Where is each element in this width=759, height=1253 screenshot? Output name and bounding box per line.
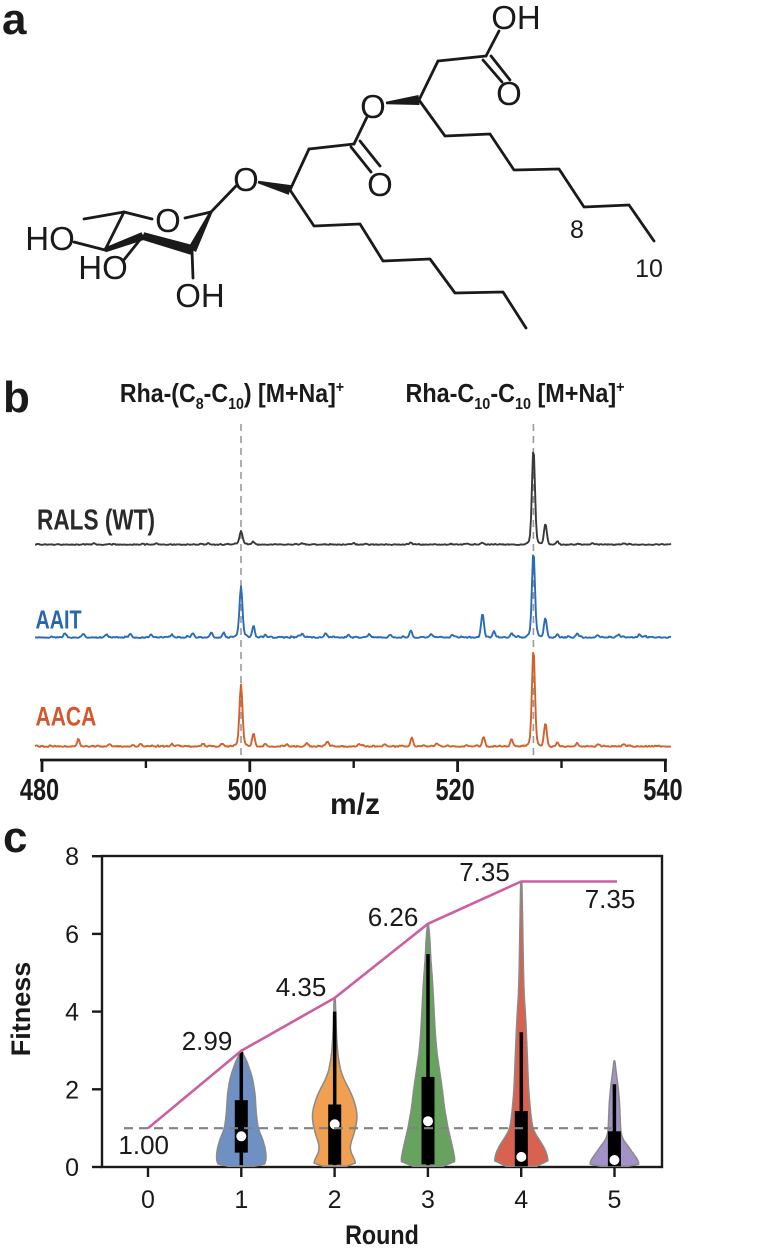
svg-text:540: 540 [643,772,682,807]
svg-text:HO: HO [78,249,128,286]
svg-text:3: 3 [421,1186,435,1214]
svg-text:OH: OH [175,277,225,314]
svg-text:7.35: 7.35 [585,884,636,914]
svg-text:10: 10 [635,255,663,283]
svg-text:0: 0 [65,1154,79,1182]
svg-text:6.26: 6.26 [368,902,419,932]
svg-text:1: 1 [234,1186,248,1214]
svg-text:Fitness: Fitness [6,962,36,1057]
svg-text:6: 6 [65,921,79,949]
svg-text:O: O [360,88,386,125]
svg-text:m/z: m/z [330,788,380,821]
svg-text:Round: Round [345,1221,419,1251]
svg-text:O: O [367,166,393,203]
svg-text:2: 2 [328,1186,342,1214]
svg-text:4.35: 4.35 [276,972,327,1002]
svg-text:4: 4 [514,1186,528,1214]
svg-text:O: O [233,161,259,198]
svg-text:c: c [3,813,27,862]
svg-text:2: 2 [65,1076,79,1104]
svg-text:O: O [155,202,181,239]
svg-text:8: 8 [570,216,584,244]
svg-text:Rha-(C8-C10) [M+Na]+: Rha-(C8-C10) [M+Na]+ [120,378,344,413]
svg-text:Rha-C10-C10 [M+Na]+: Rha-C10-C10 [M+Na]+ [405,378,624,413]
svg-text:RALS (WT): RALS (WT) [37,503,155,536]
svg-text:0: 0 [141,1186,155,1214]
svg-text:5: 5 [608,1186,622,1214]
svg-text:4: 4 [65,999,79,1027]
svg-text:8: 8 [65,843,79,871]
svg-text:b: b [3,373,30,422]
svg-text:520: 520 [435,772,474,807]
svg-text:OH: OH [491,0,541,36]
svg-text:HO: HO [25,220,75,257]
svg-text:a: a [2,0,27,44]
svg-text:500: 500 [228,772,267,807]
svg-text:480: 480 [20,772,59,807]
svg-text:2.99: 2.99 [182,1026,233,1056]
svg-text:O: O [496,75,522,112]
svg-text:1.00: 1.00 [118,1130,169,1160]
svg-text:AACA: AACA [36,702,97,732]
svg-text:7.35: 7.35 [459,857,510,887]
svg-text:AAIT: AAIT [36,605,82,634]
